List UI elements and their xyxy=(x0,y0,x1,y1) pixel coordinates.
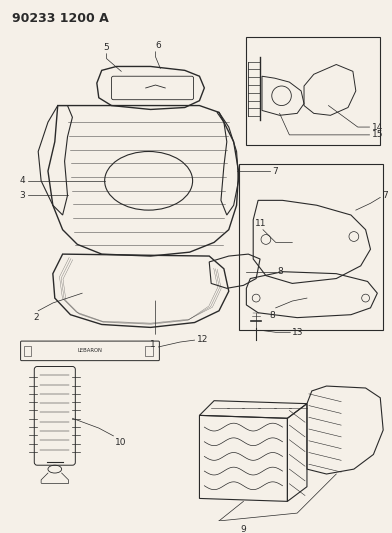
Text: 4: 4 xyxy=(20,176,25,185)
Text: 90233 1200 A: 90233 1200 A xyxy=(12,12,109,25)
Text: 13: 13 xyxy=(292,328,304,337)
Text: 7: 7 xyxy=(382,191,388,200)
Text: 3: 3 xyxy=(20,191,25,200)
Bar xyxy=(24,346,31,356)
Bar xyxy=(239,164,383,330)
Text: 7: 7 xyxy=(272,166,278,175)
Text: 10: 10 xyxy=(115,438,127,447)
Text: 8: 8 xyxy=(278,267,283,276)
Text: 15: 15 xyxy=(372,131,383,139)
Bar xyxy=(145,346,152,356)
Text: 14: 14 xyxy=(372,123,383,132)
Text: 11: 11 xyxy=(255,219,267,228)
Text: 8: 8 xyxy=(270,311,276,320)
Text: 1: 1 xyxy=(150,340,155,349)
Text: 6: 6 xyxy=(156,41,161,50)
Text: 9: 9 xyxy=(241,525,246,533)
Text: 12: 12 xyxy=(196,335,208,344)
Bar xyxy=(246,37,380,144)
Text: 5: 5 xyxy=(104,43,109,52)
Text: LEBARON: LEBARON xyxy=(78,349,102,353)
Text: 2: 2 xyxy=(33,313,39,322)
